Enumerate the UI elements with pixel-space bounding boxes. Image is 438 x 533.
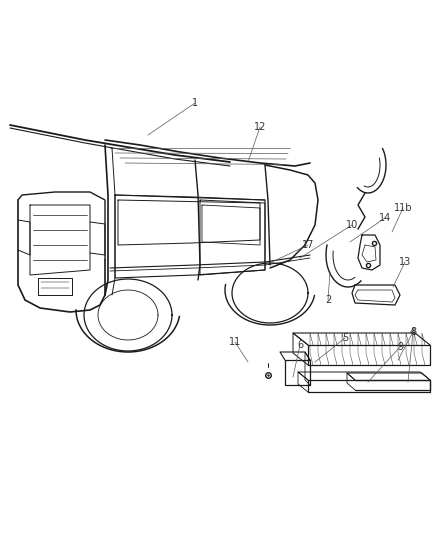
Text: 2: 2 xyxy=(325,295,331,305)
Text: 17: 17 xyxy=(302,240,314,250)
Text: 9: 9 xyxy=(397,342,403,352)
Text: 6: 6 xyxy=(297,340,303,350)
Text: 11: 11 xyxy=(229,337,241,347)
Text: 10: 10 xyxy=(346,220,358,230)
Text: 8: 8 xyxy=(410,327,416,337)
Text: 4: 4 xyxy=(410,327,416,337)
Text: 13: 13 xyxy=(399,257,411,267)
Text: 1: 1 xyxy=(192,98,198,108)
Text: 14: 14 xyxy=(379,213,391,223)
Text: 11b: 11b xyxy=(394,203,412,213)
Text: 12: 12 xyxy=(254,122,266,132)
Text: 5: 5 xyxy=(342,333,348,343)
